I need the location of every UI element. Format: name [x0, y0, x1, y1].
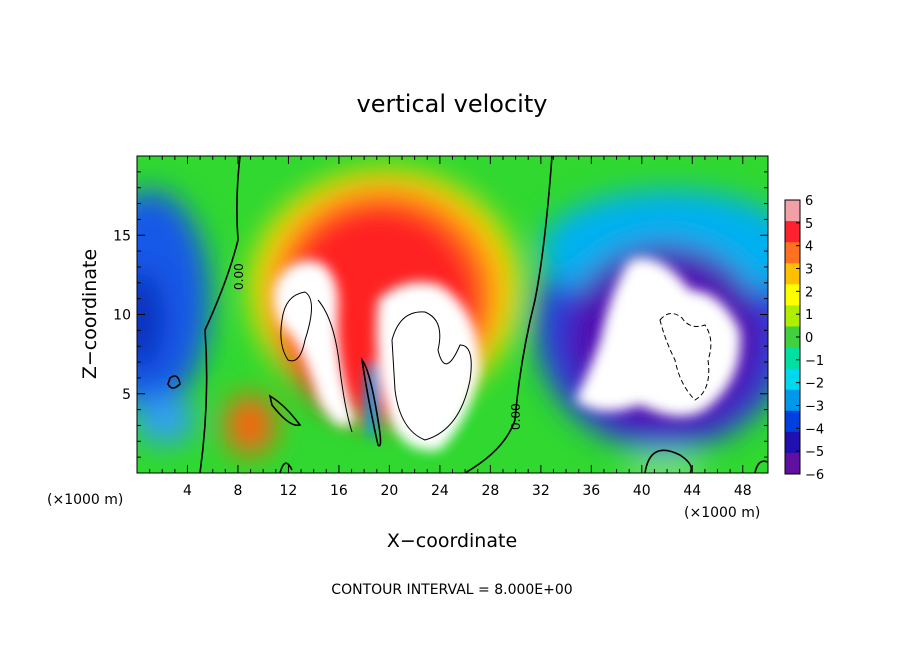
colorbar-swatch	[785, 242, 800, 264]
x-unit-right: (×1000 m)	[684, 505, 760, 521]
x-tick-label: 32	[532, 483, 550, 499]
contour-loop-small	[167, 375, 181, 389]
downdraft-low-left	[137, 395, 195, 445]
w8-contour-left-tail	[317, 299, 353, 433]
y-axis-ticks: 5 10 15	[113, 171, 768, 458]
low-right-green	[625, 450, 705, 473]
updraft-white-left	[273, 260, 355, 427]
contour-low-right	[644, 449, 693, 473]
downdraft-white	[575, 258, 741, 417]
colorbar-swatch	[785, 347, 800, 370]
y-tick-label: 5	[122, 387, 131, 403]
x-tick-label: 48	[734, 483, 752, 499]
colorbar-tick-label: 1	[805, 308, 813, 323]
x-tick-label: 4	[183, 483, 192, 499]
colorbar-swatch	[785, 305, 800, 327]
x-tick-label: 24	[431, 483, 449, 499]
colorbar-swatch	[785, 368, 800, 391]
chart-title: vertical velocity	[357, 90, 548, 118]
colorbar-swatch	[785, 452, 800, 475]
x-tick-label: 36	[582, 483, 600, 499]
colorbar-tick-label: −5	[805, 445, 824, 460]
colorbar-tick-label: −1	[805, 354, 824, 369]
w8-contour-left	[280, 291, 312, 362]
warm-low	[225, 395, 275, 455]
colorbar-tick-label: 0	[805, 331, 813, 346]
colorbar-tick-label: 2	[805, 285, 813, 300]
y-tick-label: 10	[113, 308, 131, 324]
colorbar-tick-label: −4	[805, 422, 824, 437]
colorbar-swatch	[785, 263, 800, 285]
colorbar-tick-label: −2	[805, 377, 824, 392]
contour-label-right: 0.00	[509, 403, 523, 430]
colorbar-swatch	[785, 221, 800, 243]
colorbar-swatch	[785, 389, 800, 412]
colorbar-swatch	[785, 200, 800, 222]
velocity-field: 0.00 0.00	[137, 156, 768, 473]
contour-strip-b	[360, 357, 382, 447]
zero-contour-right	[464, 156, 553, 473]
colorbar-tick-label: 6	[805, 194, 813, 209]
colorbar: 6 5 4 3 2 1 0 −1 −2 −3 −4 −5 −6	[784, 194, 824, 483]
colorbar-tick-label: 3	[805, 263, 813, 278]
y-axis-label: Z−coordinate	[79, 249, 101, 379]
x-unit-left: (×1000 m)	[47, 492, 123, 508]
x-tick-label: 8	[233, 483, 242, 499]
colorbar-tick-label: 4	[805, 240, 813, 255]
colorbar-swatch	[785, 284, 800, 306]
colorbar-tick-label: −3	[805, 400, 824, 415]
updraft-white-right	[376, 282, 480, 451]
colorbar-tick-label: 5	[805, 217, 813, 232]
downdraft-left-core	[137, 270, 165, 370]
x-tick-label: 40	[633, 483, 651, 499]
contour-interval-note: CONTOUR INTERVAL = 8.000E+00	[331, 582, 572, 598]
x-tick-label: 12	[280, 483, 298, 499]
cool-strip-mid	[365, 360, 379, 440]
x-tick-label: 44	[683, 483, 701, 499]
x-tick-label: 20	[380, 483, 398, 499]
colorbar-tick-label: −6	[805, 468, 824, 483]
x-tick-label: 28	[481, 483, 499, 499]
contour-low-left	[279, 462, 293, 473]
x-tick-label: 16	[330, 483, 348, 499]
contour-strip-a	[268, 394, 302, 427]
zero-contour-left	[199, 156, 241, 473]
y-tick-label: 15	[113, 228, 131, 244]
x-axis-label: X−coordinate	[387, 530, 517, 552]
colorbar-swatch	[785, 326, 800, 349]
w-neg8-contour	[659, 313, 712, 401]
contour-label-left: 0.00	[232, 263, 246, 290]
w8-contour-right	[391, 311, 472, 441]
x-axis-ticks: 4 8 12 16 20 24 28 32 36 40 44 48	[149, 156, 756, 499]
colorbar-swatch	[785, 431, 800, 454]
colorbar-swatch	[785, 410, 800, 433]
